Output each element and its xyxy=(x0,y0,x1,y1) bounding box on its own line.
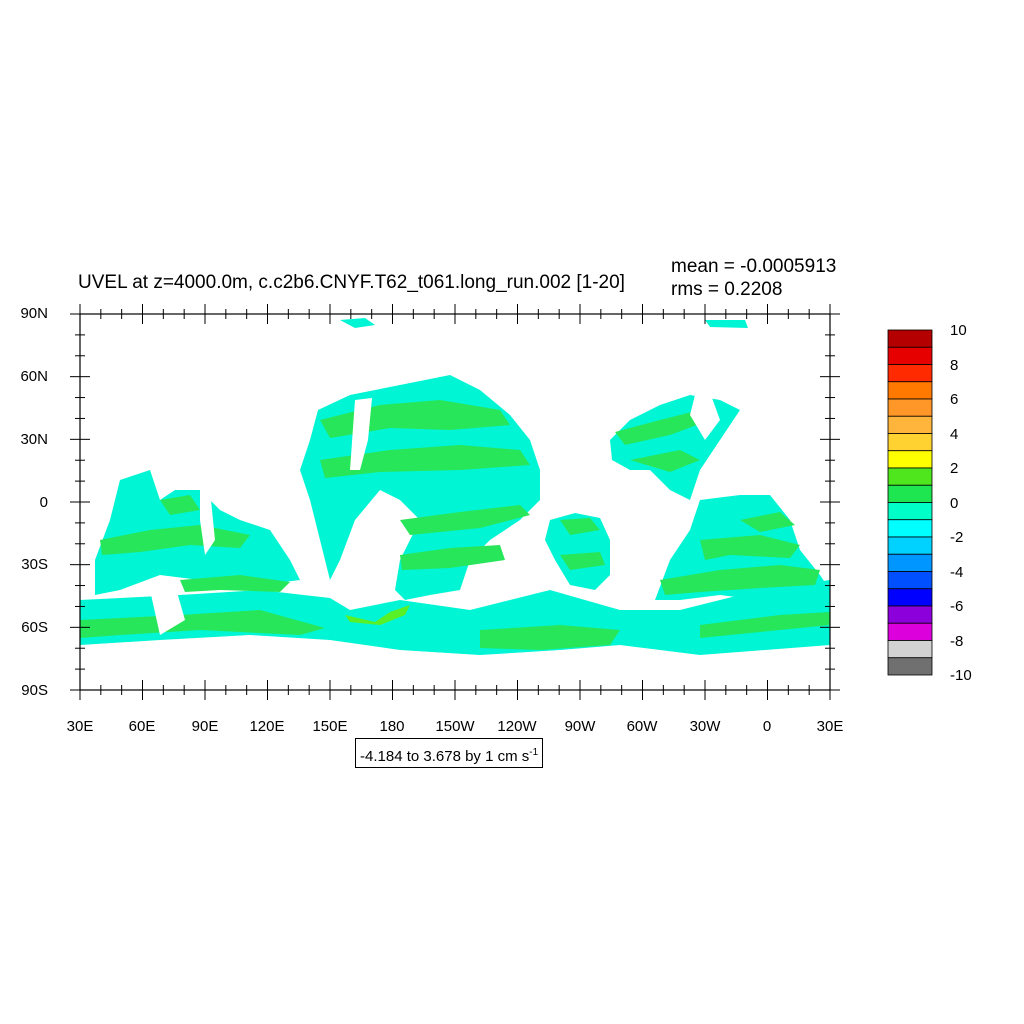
colorbar-swatch xyxy=(887,605,933,624)
lat-label-90n: 90N xyxy=(20,305,48,322)
colorbar-label-2: 2 xyxy=(950,460,959,477)
colorbar-swatch xyxy=(887,536,933,555)
colorbar-swatch xyxy=(887,329,933,348)
positive-flow-bands xyxy=(80,400,830,650)
rms-stat: rms = 0.2208 xyxy=(671,279,783,300)
colorbar-label-minus10: -10 xyxy=(950,667,972,684)
lat-label-0: 0 xyxy=(39,494,48,511)
colorbar-swatch xyxy=(887,519,933,538)
lat-label-30n: 30N xyxy=(20,431,48,448)
colorbar-swatch xyxy=(887,433,933,452)
colorbar-swatch xyxy=(887,502,933,521)
map-title: UVEL at z=4000.0m, c.c2b6.CNYF.T62_t061.… xyxy=(78,272,625,293)
strong-positive-spots xyxy=(345,605,410,625)
colorbar-swatch xyxy=(887,364,933,383)
colorbar-swatch xyxy=(887,657,933,676)
lat-label-90s: 90S xyxy=(21,682,48,699)
mean-stat: mean = -0.0005913 xyxy=(671,256,837,277)
lon-label-120w: 120W xyxy=(497,718,537,735)
contour-info-box: -4.184 to 3.678 by 1 cm s-1 xyxy=(355,738,544,768)
lat-label-60n: 60N xyxy=(20,368,48,385)
lat-label-60s: 60S xyxy=(21,619,48,636)
colorbar-swatch xyxy=(887,346,933,365)
colorbar-swatch xyxy=(887,588,933,607)
colorbar-swatch xyxy=(887,415,933,434)
velocity-field xyxy=(80,318,830,655)
colorbar-label-8: 8 xyxy=(950,357,959,374)
lon-label-60e: 60E xyxy=(128,718,156,735)
lon-label-30e: 30E xyxy=(66,718,94,735)
colorbar-swatch xyxy=(887,571,933,590)
contour-info-unit-exponent: -1 xyxy=(529,747,539,758)
lon-label-150e: 150E xyxy=(312,718,348,735)
lon-label-60w: 60W xyxy=(626,718,658,735)
colorbar-label-minus2: -2 xyxy=(950,529,964,546)
land-regions xyxy=(150,395,720,635)
colorbar-swatch xyxy=(887,450,933,469)
contour-info-text: -4.184 to 3.678 by 1 cm s xyxy=(360,748,530,765)
lon-label-0: 0 xyxy=(762,718,772,735)
lon-label-120e: 120E xyxy=(249,718,285,735)
colorbar-swatch xyxy=(887,622,933,641)
ocean-regions xyxy=(80,318,830,655)
colorbar-label-4: 4 xyxy=(950,426,959,443)
colorbar-swatch xyxy=(887,484,933,503)
colorbar-label-minus4: -4 xyxy=(950,564,964,581)
colorbar-swatch xyxy=(887,640,933,659)
colorbar-swatch xyxy=(887,381,933,400)
colorbar-label-10: 10 xyxy=(950,322,967,339)
lon-label-30w: 30W xyxy=(689,718,721,735)
colorbar-swatch xyxy=(887,553,933,572)
lon-label-180: 180 xyxy=(379,718,405,735)
colorbar-label-6: 6 xyxy=(950,391,959,408)
lon-label-150w: 150W xyxy=(435,718,475,735)
lon-label-90w: 90W xyxy=(564,718,596,735)
lon-label-90e: 90E xyxy=(191,718,219,735)
colorbar-label-0: 0 xyxy=(950,495,959,512)
colorbar-swatch xyxy=(887,398,933,417)
lon-label-30e-right: 30E xyxy=(816,718,844,735)
colorbar xyxy=(887,329,933,676)
colorbar-label-minus8: -8 xyxy=(950,633,964,650)
colorbar-swatch xyxy=(887,467,933,486)
axis-ticks xyxy=(70,304,840,700)
lat-label-30s: 30S xyxy=(21,556,48,573)
colorbar-label-minus6: -6 xyxy=(950,598,964,615)
